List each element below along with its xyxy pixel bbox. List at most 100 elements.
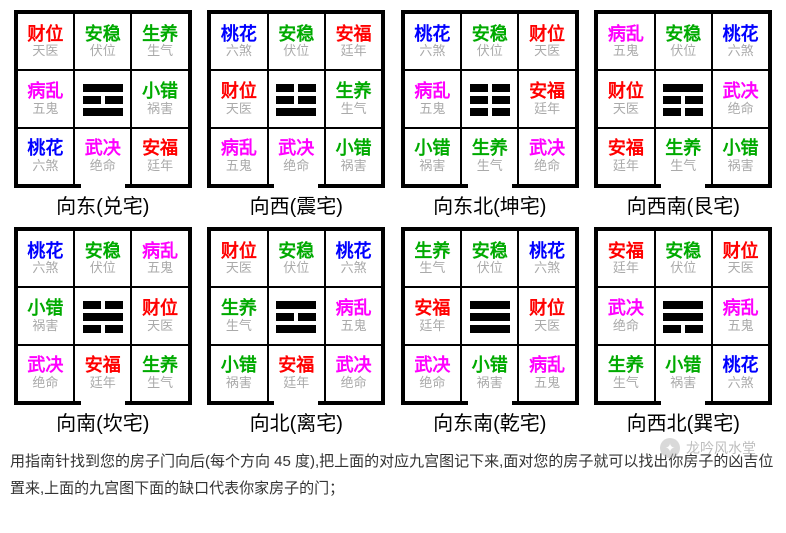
cell-top-label: 安福 [85, 356, 121, 376]
trigram-center [462, 71, 517, 126]
cell-bottom-label: 五鬼 [613, 44, 639, 58]
grid-cell: 安稳伏位 [75, 231, 130, 286]
cell-top-label: 武决 [414, 356, 450, 376]
cell-bottom-label: 祸害 [419, 159, 445, 173]
cell-bottom-label: 祸害 [477, 376, 503, 390]
grid-cell: 安福廷年 [405, 288, 460, 343]
cell-top-label: 生养 [472, 139, 508, 159]
grid-cell: 小错祸害 [132, 71, 187, 126]
door-gap [274, 401, 318, 405]
cell-top-label: 病乱 [414, 82, 450, 102]
cell-bottom-label: 五鬼 [32, 102, 58, 116]
grid-cell: 桃花六煞 [519, 231, 574, 286]
cell-top-label: 病乱 [723, 299, 759, 319]
cell-bottom-label: 绝命 [283, 159, 309, 173]
trigram-center [656, 71, 711, 126]
cell-top-label: 安稳 [472, 242, 508, 262]
house-label: 向东(兑宅) [56, 190, 149, 219]
cell-top-label: 安稳 [472, 25, 508, 45]
grid-cell: 桃花六煞 [713, 14, 768, 69]
grid-cell: 桃花六煞 [18, 231, 73, 286]
cell-top-label: 病乱 [529, 356, 565, 376]
cell-top-label: 病乱 [142, 242, 178, 262]
grid-cell: 财位天医 [18, 14, 73, 69]
cell-bottom-label: 绝命 [90, 159, 116, 173]
grid-cell: 桃花六煞 [405, 14, 460, 69]
trigram-center [269, 71, 324, 126]
grid-cell: 安福廷年 [132, 129, 187, 184]
cell-bottom-label: 六煞 [728, 44, 754, 58]
cell-bottom-label: 伏位 [283, 44, 309, 58]
cell-bottom-label: 天医 [728, 261, 754, 275]
cell-top-label: 小错 [665, 356, 701, 376]
grid-cell: 小错祸害 [713, 129, 768, 184]
grid-cell: 安稳伏位 [656, 231, 711, 286]
grid-cell: 武决绝命 [18, 346, 73, 401]
house-block: 财位天医安稳伏位生养生气病乱五鬼小错祸害桃花六煞武决绝命安福廷年向东(兑宅) [10, 10, 196, 219]
cell-bottom-label: 绝命 [419, 376, 445, 390]
grid-cell: 安福廷年 [269, 346, 324, 401]
cell-bottom-label: 六煞 [226, 44, 252, 58]
grid-cell: 安稳伏位 [269, 231, 324, 286]
grid-cell: 武决绝命 [713, 71, 768, 126]
door-gap [81, 184, 125, 188]
cell-top-label: 桃花 [27, 139, 63, 159]
cell-bottom-label: 祸害 [341, 159, 367, 173]
cell-bottom-label: 生气 [613, 376, 639, 390]
grid-cell: 病乱五鬼 [211, 129, 266, 184]
grid-cell: 桃花六煞 [18, 129, 73, 184]
grid-cell: 病乱五鬼 [519, 346, 574, 401]
grid-cell: 生养生气 [598, 346, 653, 401]
grid-cell: 安福廷年 [326, 14, 381, 69]
grid-cell: 病乱五鬼 [713, 288, 768, 343]
house-block: 生养生气安稳伏位桃花六煞安福廷年财位天医武决绝命小错祸害病乱五鬼向东南(乾宅) [397, 227, 583, 436]
cell-top-label: 生养 [336, 82, 372, 102]
cell-top-label: 病乱 [27, 82, 63, 102]
grid-cell: 生养生气 [326, 71, 381, 126]
cell-bottom-label: 生气 [670, 159, 696, 173]
cell-top-label: 安福 [529, 82, 565, 102]
house-grid: 安福廷年安稳伏位财位天医武决绝命病乱五鬼生养生气小错祸害桃花六煞 [594, 227, 772, 405]
grid-cell: 安福廷年 [75, 346, 130, 401]
grid-cell: 财位天医 [519, 288, 574, 343]
cell-top-label: 安福 [608, 139, 644, 159]
cell-top-label: 桃花 [221, 25, 257, 45]
house-label: 向东北(坤宅) [433, 190, 546, 219]
house-grid: 财位天医安稳伏位生养生气病乱五鬼小错祸害桃花六煞武决绝命安福廷年 [14, 10, 192, 188]
cell-top-label: 财位 [142, 299, 178, 319]
cell-bottom-label: 生气 [477, 159, 503, 173]
cell-bottom-label: 伏位 [90, 261, 116, 275]
door-gap [468, 401, 512, 405]
cell-bottom-label: 六煞 [419, 44, 445, 58]
cell-bottom-label: 五鬼 [419, 102, 445, 116]
grid-cell: 小错祸害 [326, 129, 381, 184]
grid-cell: 武决绝命 [519, 129, 574, 184]
grid-cell: 安福廷年 [519, 71, 574, 126]
grid-cell: 病乱五鬼 [132, 231, 187, 286]
house-label: 向西南(艮宅) [627, 190, 740, 219]
grid-cell: 小错祸害 [656, 346, 711, 401]
cell-bottom-label: 六煞 [728, 376, 754, 390]
cell-bottom-label: 天医 [226, 261, 252, 275]
cell-top-label: 桃花 [723, 25, 759, 45]
cell-bottom-label: 天医 [226, 102, 252, 116]
cell-bottom-label: 祸害 [728, 159, 754, 173]
cell-top-label: 生养 [142, 25, 178, 45]
grid-cell: 武决绝命 [326, 346, 381, 401]
grid-cell: 桃花六煞 [713, 346, 768, 401]
house-label: 向东南(乾宅) [433, 407, 546, 436]
cell-bottom-label: 生气 [226, 319, 252, 333]
cell-top-label: 小错 [336, 139, 372, 159]
cell-bottom-label: 绝命 [728, 102, 754, 116]
cell-top-label: 小错 [221, 356, 257, 376]
cell-bottom-label: 生气 [147, 376, 173, 390]
house-grid: 桃花六煞安稳伏位财位天医病乱五鬼安福廷年小错祸害生养生气武决绝命 [401, 10, 579, 188]
cell-top-label: 财位 [221, 82, 257, 102]
cell-top-label: 武决 [608, 299, 644, 319]
cell-bottom-label: 生气 [341, 102, 367, 116]
cell-top-label: 武决 [85, 139, 121, 159]
cell-top-label: 财位 [221, 242, 257, 262]
cell-bottom-label: 生气 [419, 261, 445, 275]
house-block: 安福廷年安稳伏位财位天医武决绝命病乱五鬼生养生气小错祸害桃花六煞向西北(巽宅) [591, 227, 777, 436]
grid-cell: 安稳伏位 [656, 14, 711, 69]
